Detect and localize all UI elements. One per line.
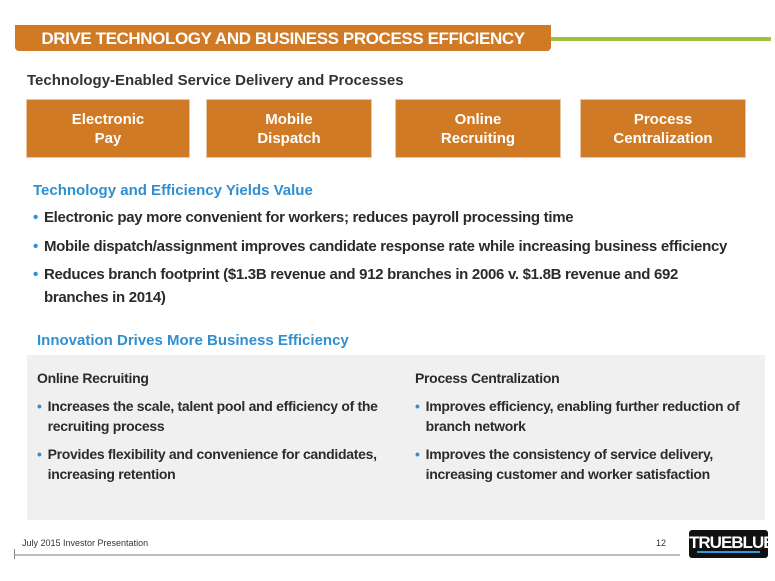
box-process-centralization: Process Centralization	[581, 100, 745, 157]
logo-text: TRUEBLUE	[689, 533, 775, 552]
page-number: 12	[656, 538, 667, 548]
column-online-recruiting: Online Recruiting • Increases the scale, …	[37, 370, 382, 492]
box-label: Mobile	[265, 110, 313, 128]
bullet-text: Improves the consistency of service deli…	[425, 446, 714, 482]
box-label: Pay	[94, 129, 122, 147]
box-mobile-dispatch: Mobile Dispatch	[207, 100, 371, 157]
bullet-item: • Electronic pay more convenient for work…	[33, 209, 574, 226]
bullet-item: • Improves the consistency of service del…	[415, 444, 760, 484]
column-title: Online Recruiting	[37, 370, 149, 386]
bullet-item: • Increases the scale, talent pool and ef…	[37, 396, 382, 436]
bullet-text: Electronic pay more convenient for worke…	[43, 209, 574, 226]
box-online-recruiting: Online Recruiting	[396, 100, 560, 157]
bullet-item: • Improves efficiency, enabling further r…	[415, 396, 760, 436]
bullet-text: Reduces branch footprint ($1.3B revenue …	[43, 266, 679, 306]
bullet-item: • Mobile dispatch/assignment improves can…	[33, 238, 728, 255]
accent-line	[551, 37, 771, 41]
bullet-item: • Reduces branch footprint ($1.3B revenue…	[33, 263, 733, 309]
innovation-panel	[27, 355, 765, 520]
box-label: Process	[633, 110, 693, 128]
footer-tick	[14, 549, 15, 559]
box-electronic-pay: Electronic Pay	[27, 100, 189, 157]
bullet-text: Increases the scale, talent pool and eff…	[47, 398, 378, 434]
footer-line	[14, 554, 680, 556]
value-heading: Technology and Efficiency Yields Value	[33, 182, 313, 199]
box-label: Centralization	[613, 129, 713, 147]
box-label: Electronic	[71, 110, 145, 128]
trueblue-logo: TRUEBLUE	[689, 530, 775, 558]
innovation-heading: Innovation Drives More Business Efficien…	[37, 332, 349, 349]
section-subtitle: Technology-Enabled Service Delivery and …	[27, 72, 404, 89]
bullet-text: Provides flexibility and convenience for…	[47, 446, 377, 482]
footer-text: July 2015 Investor Presentation	[22, 538, 149, 548]
column-process-centralization: Process Centralization • Improves efficie…	[415, 370, 760, 492]
box-label: Dispatch	[257, 129, 321, 147]
bullet-text: Improves efficiency, enabling further re…	[425, 398, 740, 434]
column-title: Process Centralization	[415, 370, 560, 386]
bullet-item: • Provides flexibility and convenience fo…	[37, 444, 382, 484]
bullet-text: Mobile dispatch/assignment improves cand…	[43, 238, 728, 255]
slide-title: DRIVE TECHNOLOGY AND BUSINESS PROCESS EF…	[15, 25, 551, 51]
logo-underline	[697, 551, 760, 553]
box-label: Online	[454, 110, 502, 128]
box-label: Recruiting	[440, 129, 516, 147]
